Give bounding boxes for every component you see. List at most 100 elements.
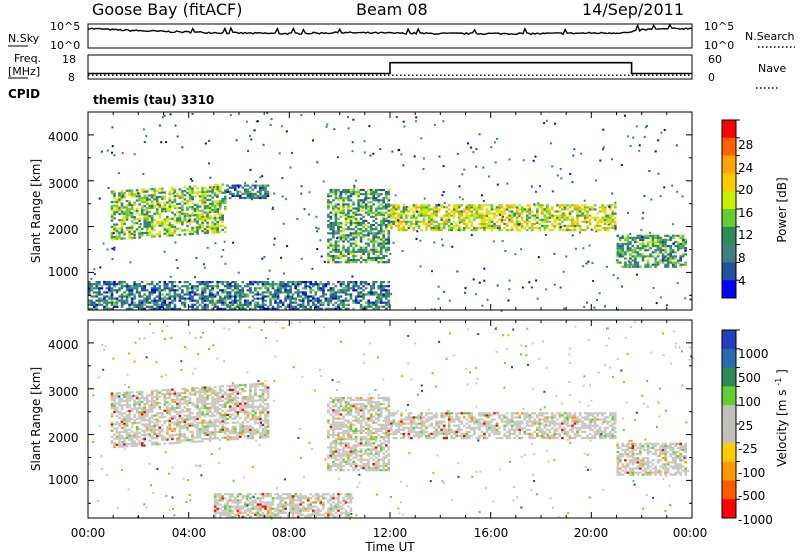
nave-label: Nave	[758, 62, 786, 75]
heatmap-cell	[234, 189, 237, 191]
heatmap-cell	[151, 215, 154, 217]
heatmap-cell	[428, 206, 431, 208]
heatmap-cell	[146, 203, 149, 205]
heatmap-cell	[123, 285, 126, 287]
heatmap-cell	[98, 302, 101, 304]
heatmap-cell	[634, 259, 637, 261]
heatmap-cell	[357, 251, 360, 253]
heatmap-cell	[262, 430, 265, 432]
heatmap-cell	[637, 245, 640, 247]
heatmap-cell	[667, 253, 670, 255]
heatmap-cell	[508, 221, 511, 223]
scatter-cell	[461, 173, 463, 175]
heatmap-cell	[146, 190, 149, 192]
heatmap-cell	[254, 393, 257, 395]
heatmap-cell	[501, 210, 504, 212]
heatmap-cell	[330, 291, 333, 293]
heatmap-cell	[639, 239, 642, 241]
heatmap-cell	[370, 287, 373, 289]
heatmap-cell	[448, 213, 451, 215]
heatmap-cell	[216, 223, 219, 225]
heatmap-cell	[355, 207, 358, 209]
heatmap-cell	[539, 223, 542, 225]
heatmap-cell	[637, 255, 640, 257]
scatter-cell	[389, 253, 391, 255]
heatmap-cell	[239, 392, 242, 394]
scatter-cell	[318, 298, 320, 300]
heatmap-cell	[488, 210, 491, 212]
heatmap-cell	[141, 197, 144, 199]
heatmap-cell	[199, 206, 202, 208]
heatmap-cell	[506, 225, 509, 227]
heatmap-cell	[166, 293, 169, 295]
heatmap-cell	[146, 401, 149, 403]
heatmap-cell	[388, 191, 391, 193]
heatmap-cell	[375, 193, 378, 195]
heatmap-cell	[659, 239, 662, 241]
heatmap-cell	[662, 262, 665, 264]
heatmap-cell	[586, 213, 589, 215]
heatmap-cell	[335, 240, 338, 242]
heatmap-cell	[211, 217, 214, 219]
heatmap-cell	[216, 287, 219, 289]
heatmap-cell	[189, 198, 192, 200]
heatmap-cell	[463, 208, 466, 210]
scatter-cell	[575, 248, 577, 250]
heatmap-cell	[221, 291, 224, 293]
heatmap-cell	[141, 306, 144, 308]
heatmap-cell	[216, 398, 219, 400]
heatmap-cell	[508, 210, 511, 212]
heatmap-cell	[176, 193, 179, 195]
scatter-cell	[471, 234, 473, 236]
heatmap-cell	[335, 245, 338, 247]
heatmap-cell	[91, 283, 94, 285]
heatmap-cell	[264, 413, 267, 415]
heatmap-cell	[642, 257, 645, 259]
heatmap-cell	[435, 206, 438, 208]
heatmap-cell	[206, 285, 209, 287]
heatmap-cell	[123, 231, 126, 233]
heatmap-cell	[385, 302, 388, 304]
heatmap-cell	[428, 219, 431, 221]
heatmap-cell	[355, 232, 358, 234]
heatmap-cell	[204, 199, 207, 201]
heatmap-cell	[131, 391, 134, 393]
heatmap-cell	[355, 243, 358, 245]
heatmap-cell	[201, 302, 204, 304]
heatmap-cell	[164, 393, 167, 395]
heatmap-cell	[574, 206, 577, 208]
heatmap-cell	[362, 249, 365, 251]
heatmap-cell	[335, 302, 338, 304]
heatmap-cell	[194, 210, 197, 212]
heatmap-cell	[463, 221, 466, 223]
heatmap-cell	[143, 304, 146, 306]
heatmap-cell	[216, 229, 219, 231]
heatmap-cell	[601, 204, 604, 206]
heatmap-cell	[574, 221, 577, 223]
heatmap-cell	[159, 406, 162, 408]
heatmap-cell	[486, 210, 489, 212]
heatmap-cell	[121, 415, 124, 417]
heatmap-cell	[488, 227, 491, 229]
scatter-cell	[507, 299, 509, 301]
heatmap-cell	[219, 217, 222, 219]
heatmap-cell	[164, 226, 167, 228]
heatmap-cell	[390, 223, 393, 225]
heatmap-cell	[209, 434, 212, 436]
heatmap-cell	[657, 253, 660, 255]
heatmap-cell	[476, 208, 479, 210]
heatmap-cell	[425, 227, 428, 229]
heatmap-cell	[388, 193, 391, 195]
heatmap-cell	[161, 190, 164, 192]
heatmap-cell	[111, 207, 114, 209]
heatmap-cell	[599, 221, 602, 223]
heatmap-cell	[181, 388, 184, 390]
heatmap-cell	[221, 414, 224, 416]
heatmap-cell	[445, 219, 448, 221]
heatmap-cell	[672, 251, 675, 253]
heatmap-cell	[239, 293, 242, 295]
heatmap-cell	[128, 391, 131, 393]
scatter-cell	[475, 293, 477, 295]
heatmap-cell	[352, 255, 355, 257]
heatmap-cell	[388, 285, 391, 287]
